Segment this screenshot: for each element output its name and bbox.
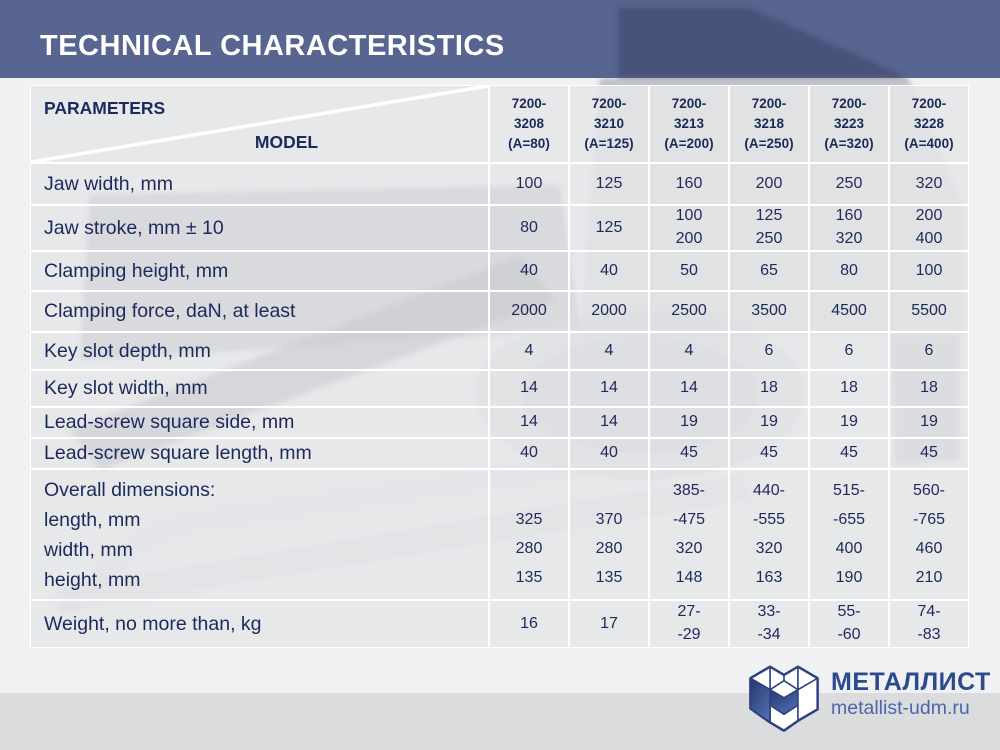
value-cell: 65	[729, 251, 809, 291]
value-cell: 45	[649, 438, 729, 469]
param-label-cell: Lead-screw square side, mm	[30, 407, 489, 438]
value-cell: 45	[809, 438, 889, 469]
value-cell: 18	[809, 370, 889, 407]
value-cell: 27- -29	[649, 600, 729, 648]
value-cell: 19	[889, 407, 969, 438]
value-cell: 40	[489, 251, 569, 291]
value-cell: 160	[649, 163, 729, 205]
value-cell: 40	[489, 438, 569, 469]
value-cell: 50	[649, 251, 729, 291]
value-cell: 74- -83	[889, 600, 969, 648]
value-cell: 4	[489, 332, 569, 370]
value-cell: 250	[809, 163, 889, 205]
page-title: TECHNICAL CHARACTERISTICS	[40, 30, 505, 62]
value-cell: 14	[569, 370, 649, 407]
value-cell: 2000	[489, 291, 569, 332]
logo-text-block: МЕТАЛЛИСТ metallist-udm.ru	[831, 657, 991, 742]
value-cell: 125 250	[729, 205, 809, 251]
value-cell: 3500	[729, 291, 809, 332]
value-cell: 16	[489, 600, 569, 648]
param-label-cell: Clamping height, mm	[30, 251, 489, 291]
value-cell: 14	[489, 407, 569, 438]
value-cell: 14	[649, 370, 729, 407]
spec-table-grid: PARAMETERS MODEL 7200- 3208 (A=80) 7200- …	[30, 85, 969, 648]
value-cell: 45	[729, 438, 809, 469]
value-cell: 4	[569, 332, 649, 370]
value-cell: 40	[569, 251, 649, 291]
value-cell: 2500	[649, 291, 729, 332]
site-url: metallist-udm.ru	[831, 697, 970, 719]
model-header: MODEL	[254, 132, 319, 152]
param-label-cell: Overall dimensions: length, mm width, mm…	[30, 469, 489, 600]
value-cell: 45	[889, 438, 969, 469]
value-cell: 6	[809, 332, 889, 370]
param-label-cell: Key slot width, mm	[30, 370, 489, 407]
metallist-logo: МЕТАЛЛИСТ metallist-udm.ru	[743, 657, 991, 742]
value-cell: 19	[809, 407, 889, 438]
value-cell: 440- -555 320 163	[729, 469, 809, 600]
value-cell: 560- -765 460 210	[889, 469, 969, 600]
param-label-cell: Key slot depth, mm	[30, 332, 489, 370]
value-cell: 14	[489, 370, 569, 407]
model-header-cell: 7200- 3208 (A=80)	[489, 85, 569, 163]
value-cell: 200 400	[889, 205, 969, 251]
value-cell: 14	[569, 407, 649, 438]
model-header-cell: 7200- 3223 (A=320)	[809, 85, 889, 163]
brand-name: МЕТАЛЛИСТ	[831, 668, 991, 696]
value-cell: 100	[489, 163, 569, 205]
value-cell: 125	[569, 205, 649, 251]
table-corner-cell: PARAMETERS MODEL	[30, 85, 489, 163]
model-header-cell: 7200- 3210 (A=125)	[569, 85, 649, 163]
value-cell: 2000	[569, 291, 649, 332]
value-cell: 100 200	[649, 205, 729, 251]
value-cell: 18	[889, 370, 969, 407]
param-label-cell: Jaw width, mm	[30, 163, 489, 205]
value-cell: 6	[889, 332, 969, 370]
value-cell: 385- -475 320 148	[649, 469, 729, 600]
value-cell: 515- -655 400 190	[809, 469, 889, 600]
value-cell: 160 320	[809, 205, 889, 251]
value-cell: 4	[649, 332, 729, 370]
model-header-cell: 7200- 3218 (A=250)	[729, 85, 809, 163]
value-cell: 4500	[809, 291, 889, 332]
value-cell: 19	[649, 407, 729, 438]
metallist-m-cube-icon	[749, 665, 819, 732]
value-cell: 5500	[889, 291, 969, 332]
value-cell: 17	[569, 600, 649, 648]
value-cell: 40	[569, 438, 649, 469]
value-cell: 6	[729, 332, 809, 370]
model-header-cell: 7200- 3228 (A=400)	[889, 85, 969, 163]
value-cell: 200	[729, 163, 809, 205]
spec-table: PARAMETERS MODEL 7200- 3208 (A=80) 7200- …	[30, 85, 969, 648]
value-cell: 370 280 135	[569, 469, 649, 600]
model-header-cell: 7200- 3213 (A=200)	[649, 85, 729, 163]
value-cell: 80	[489, 205, 569, 251]
value-cell: 19	[729, 407, 809, 438]
value-cell: 33- -34	[729, 600, 809, 648]
value-cell: 18	[729, 370, 809, 407]
param-label-cell: Weight, no more than, kg	[30, 600, 489, 648]
param-label-cell: Lead-screw square length, mm	[30, 438, 489, 469]
parameters-header: PARAMETERS	[44, 98, 166, 118]
value-cell: 325 280 135	[489, 469, 569, 600]
value-cell: 125	[569, 163, 649, 205]
value-cell: 100	[889, 251, 969, 291]
param-label-cell: Jaw stroke, mm ± 10	[30, 205, 489, 251]
bottom-band	[0, 693, 1000, 750]
value-cell: 80	[809, 251, 889, 291]
value-cell: 55- -60	[809, 600, 889, 648]
diagonal-divider	[31, 86, 488, 162]
value-cell: 320	[889, 163, 969, 205]
param-label-cell: Clamping force, daN, at least	[30, 291, 489, 332]
